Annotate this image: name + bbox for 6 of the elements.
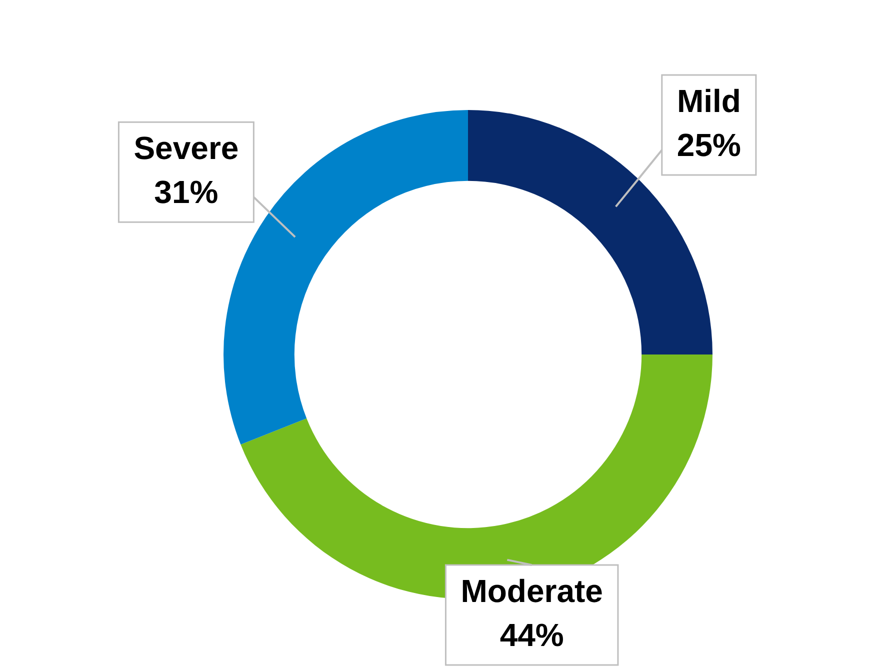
data-label: 31% [154, 174, 218, 210]
slice-label: Severe [134, 130, 239, 166]
slice-label: Moderate [460, 572, 603, 609]
data-label: 44% [500, 616, 564, 653]
data-label: 25% [676, 126, 741, 163]
slice-label: Mild [676, 82, 741, 119]
